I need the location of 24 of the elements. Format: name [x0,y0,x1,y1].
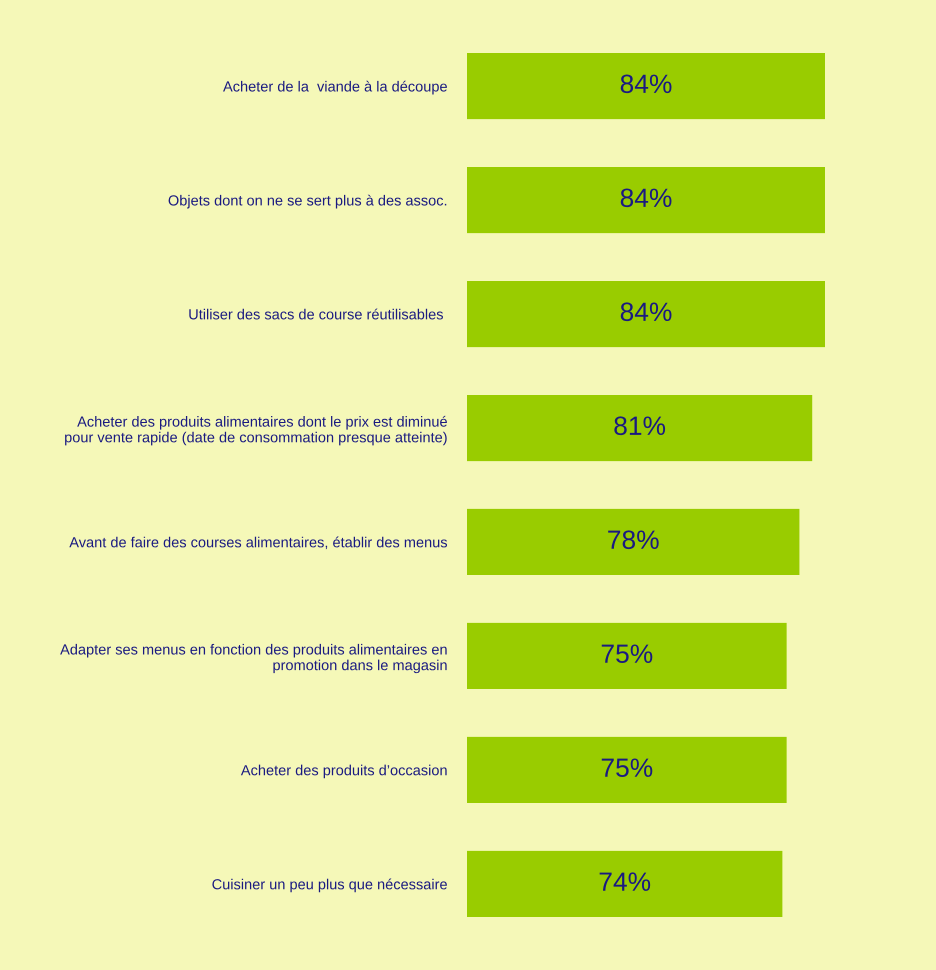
y-tick-label: Objets dont on ne se sert plus à des assoc. [168,194,446,208]
data-label: 74% [600,872,650,891]
data-label: 84% [620,302,672,322]
data-label: 78% [608,530,659,550]
data-label: 81% [614,416,666,436]
bar [467,167,825,234]
y-tick-label: Utiliser des sacs de course réutilisables [189,308,443,320]
bar [467,394,812,462]
bar [467,508,800,576]
data-label: 75% [602,644,652,664]
y-tick-label: Acheter des produits d’occasion [240,764,447,778]
data-label: 84% [620,188,672,208]
y-tick-label: Acheter des produits alimentaires dont le prix est diminué pour vente rapide (date de consommation presque atteinte) [65,416,447,446]
data-label: 84% [620,74,672,94]
y-tick-label: Cuisiner un peu plus que nécessaire [212,878,447,892]
y-tick-label: Avant de faire des courses alimentaires, établir des menus [69,536,448,550]
bar [467,736,787,803]
y-tick-label: Adapter ses menus en fonction des produits alimentaires en promotion dans le magasin [60,644,447,674]
data-label: 75% [602,758,652,778]
bar [467,850,782,917]
bar [467,280,825,348]
bar [467,622,787,690]
bar [467,53,825,120]
y-tick-label: Acheter de la viande à la découpe [223,80,447,94]
